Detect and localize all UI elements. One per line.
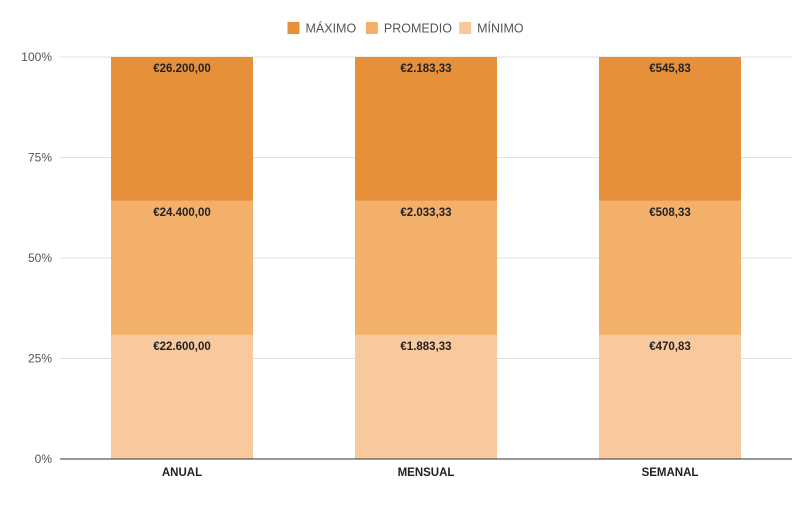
x-tick-label: MENSUAL <box>398 467 455 479</box>
y-tick-label: 50% <box>28 251 52 265</box>
data-label: €2.033,33 <box>400 207 451 219</box>
data-label: €2.183,33 <box>400 63 451 75</box>
y-tick-label: 75% <box>28 151 52 165</box>
legend-swatch <box>365 22 378 34</box>
bar-segment <box>355 57 497 201</box>
legend-label: MÁXIMO <box>306 21 357 36</box>
x-tick-label: SEMANAL <box>642 467 699 479</box>
data-label: €470,83 <box>649 341 691 353</box>
bar-segment <box>355 334 497 459</box>
bar-segment <box>599 334 741 459</box>
bar-segment <box>111 334 253 459</box>
data-label: €545,83 <box>649 63 691 75</box>
legend-label: PROMEDIO <box>384 22 452 36</box>
legend-label: MÍNIMO <box>477 21 524 36</box>
y-tick-label: 25% <box>28 352 52 366</box>
bar-segment <box>599 57 741 201</box>
x-tick-label: ANUAL <box>162 467 202 479</box>
data-label: €508,33 <box>649 207 691 219</box>
legend-swatch <box>287 22 300 34</box>
bar-segment <box>599 200 741 335</box>
y-tick-label: 100% <box>21 50 52 64</box>
data-label: €24.400,00 <box>153 207 211 219</box>
bar-segment <box>355 200 497 335</box>
legend-swatch <box>459 22 472 34</box>
bar-segment <box>111 57 253 201</box>
bar-segment <box>111 200 253 335</box>
data-label: €26.200,00 <box>153 63 211 75</box>
data-label: €1.883,33 <box>400 341 451 353</box>
data-label: €22.600,00 <box>153 341 211 353</box>
y-tick-label: 0% <box>35 452 53 466</box>
